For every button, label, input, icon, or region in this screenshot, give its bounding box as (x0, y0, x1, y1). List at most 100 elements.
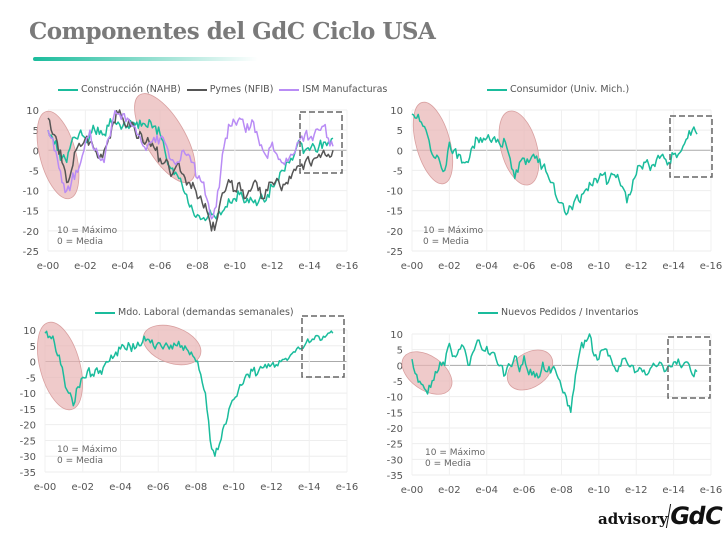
page-title: Componentes del GdC Ciclo USA (29, 18, 436, 45)
recent-period-box (669, 115, 713, 178)
chart3-note: 10 = Máximo 0 = Media (57, 445, 117, 467)
y-tick-label: -15 (387, 207, 403, 218)
y-tick-label: 10 (23, 326, 36, 337)
x-tick-label: e-02 (438, 485, 461, 496)
x-tick-label: e-04 (109, 482, 132, 493)
chart4-legend: Nuevos Pedidos / Inventarios (478, 307, 638, 318)
y-tick-label: 10 (26, 106, 39, 117)
y-tick-label: -5 (26, 373, 36, 384)
logo-text-gdc: GdC (665, 502, 724, 530)
x-tick-label: e-16 (700, 485, 723, 496)
y-tick-label: -5 (393, 377, 403, 388)
x-tick-label: e-10 (588, 261, 611, 272)
x-tick-label: e-10 (223, 482, 246, 493)
x-tick-label: e-06 (147, 482, 170, 493)
y-tick-label: 10 (390, 330, 403, 341)
legend-item-construccion: Construcción (NAHB) (58, 84, 181, 95)
x-tick-label: e-06 (513, 485, 536, 496)
y-tick-label: -15 (20, 405, 36, 416)
y-tick-label: 0 (33, 146, 39, 157)
x-tick-label: e-12 (260, 482, 283, 493)
legend-label: Pymes (NFIB) (209, 84, 274, 95)
x-tick-label: e-14 (662, 485, 685, 496)
y-tick-label: -5 (29, 166, 39, 177)
legend-label: Consumidor (Univ. Mich.) (510, 84, 630, 95)
x-tick-label: e-12 (625, 485, 648, 496)
chart2-legend: Consumidor (Univ. Mich.) (487, 84, 629, 95)
series-line-consumidor-univ-mich- (411, 113, 698, 216)
recent-period-box (301, 315, 345, 378)
highlight-ellipse (142, 324, 202, 366)
legend-label: ISM Manufacturas (302, 84, 388, 95)
y-tick-label: -20 (387, 424, 403, 435)
y-tick-label: 10 (390, 106, 403, 117)
y-tick-label: -20 (387, 227, 403, 238)
x-tick-label: e-12 (625, 261, 648, 272)
x-tick-label: e-10 (588, 485, 611, 496)
x-tick-label: e-16 (336, 482, 359, 493)
legend-item-pedidos: Nuevos Pedidos / Inventarios (478, 307, 638, 318)
x-tick-label: e-00 (37, 261, 60, 272)
note-mean: 0 = Media (57, 237, 104, 247)
y-tick-label: -20 (23, 227, 39, 238)
x-tick-label: e-00 (401, 261, 424, 272)
y-tick-label: -15 (23, 207, 39, 218)
highlight-ellipse (134, 93, 196, 183)
x-tick-label: e-06 (149, 261, 172, 272)
y-tick-label: 0 (397, 361, 403, 372)
recent-period-box (667, 336, 711, 399)
x-tick-label: e-08 (550, 485, 573, 496)
series-line-pymes-nfib- (47, 109, 334, 232)
y-tick-label: -10 (20, 389, 36, 400)
legend-label: Nuevos Pedidos / Inventarios (501, 307, 639, 318)
y-tick-label: -25 (20, 436, 36, 447)
x-tick-label: e-12 (261, 261, 284, 272)
x-tick-label: e-14 (298, 482, 321, 493)
legend-item-ism: ISM Manufacturas (279, 84, 387, 95)
x-tick-label: e-16 (700, 261, 723, 272)
x-tick-label: e-02 (74, 261, 97, 272)
y-tick-label: -25 (387, 440, 403, 451)
x-tick-label: e-16 (336, 261, 359, 272)
note-max: 10 = Máximo (57, 226, 118, 236)
y-tick-label: -5 (393, 166, 403, 177)
y-tick-label: 5 (30, 342, 36, 353)
y-tick-label: -10 (387, 187, 403, 198)
series-line-ism-manufacturas (47, 109, 334, 220)
note-mean: 0 = Media (425, 459, 472, 469)
y-tick-label: -25 (23, 247, 39, 258)
y-tick-label: 5 (397, 126, 403, 137)
y-tick-label: -10 (23, 187, 39, 198)
x-tick-label: e-08 (550, 261, 573, 272)
legend-item-pymes: Pymes (NFIB) (186, 84, 274, 95)
x-tick-label: e-08 (185, 482, 208, 493)
x-tick-label: e-02 (72, 482, 95, 493)
note-max: 10 = Máximo (425, 448, 486, 458)
x-tick-label: e-06 (513, 261, 536, 272)
x-tick-label: e-04 (112, 261, 135, 272)
y-tick-label: 5 (397, 346, 403, 357)
y-tick-label: 0 (397, 146, 403, 157)
x-tick-label: e-14 (662, 261, 685, 272)
x-tick-label: e-14 (298, 261, 321, 272)
chart3-legend: Mdo. Laboral (demandas semanales) (95, 307, 294, 318)
y-tick-label: -10 (387, 393, 403, 404)
y-tick-label: 5 (33, 126, 39, 137)
legend-item-laboral: Mdo. Laboral (demandas semanales) (95, 307, 294, 318)
x-tick-label: e-04 (476, 485, 499, 496)
note-mean: 0 = Media (57, 456, 104, 466)
y-tick-label: -25 (387, 247, 403, 258)
series-line-construcci-n-nahb- (47, 118, 334, 222)
x-tick-label: e-00 (34, 482, 57, 493)
x-tick-label: e-02 (438, 261, 461, 272)
legend-item-consumidor: Consumidor (Univ. Mich.) (487, 84, 629, 95)
y-tick-label: -15 (387, 408, 403, 419)
x-tick-label: e-10 (224, 261, 247, 272)
advisory-gdc-logo: advisory GdC (598, 502, 724, 530)
highlight-ellipse (412, 101, 454, 185)
series-line-nuevos-pedidos-inventarios (411, 333, 698, 414)
note-max: 10 = Máximo (57, 445, 118, 455)
y-tick-label: -35 (387, 471, 403, 482)
highlight-ellipse (498, 110, 540, 186)
